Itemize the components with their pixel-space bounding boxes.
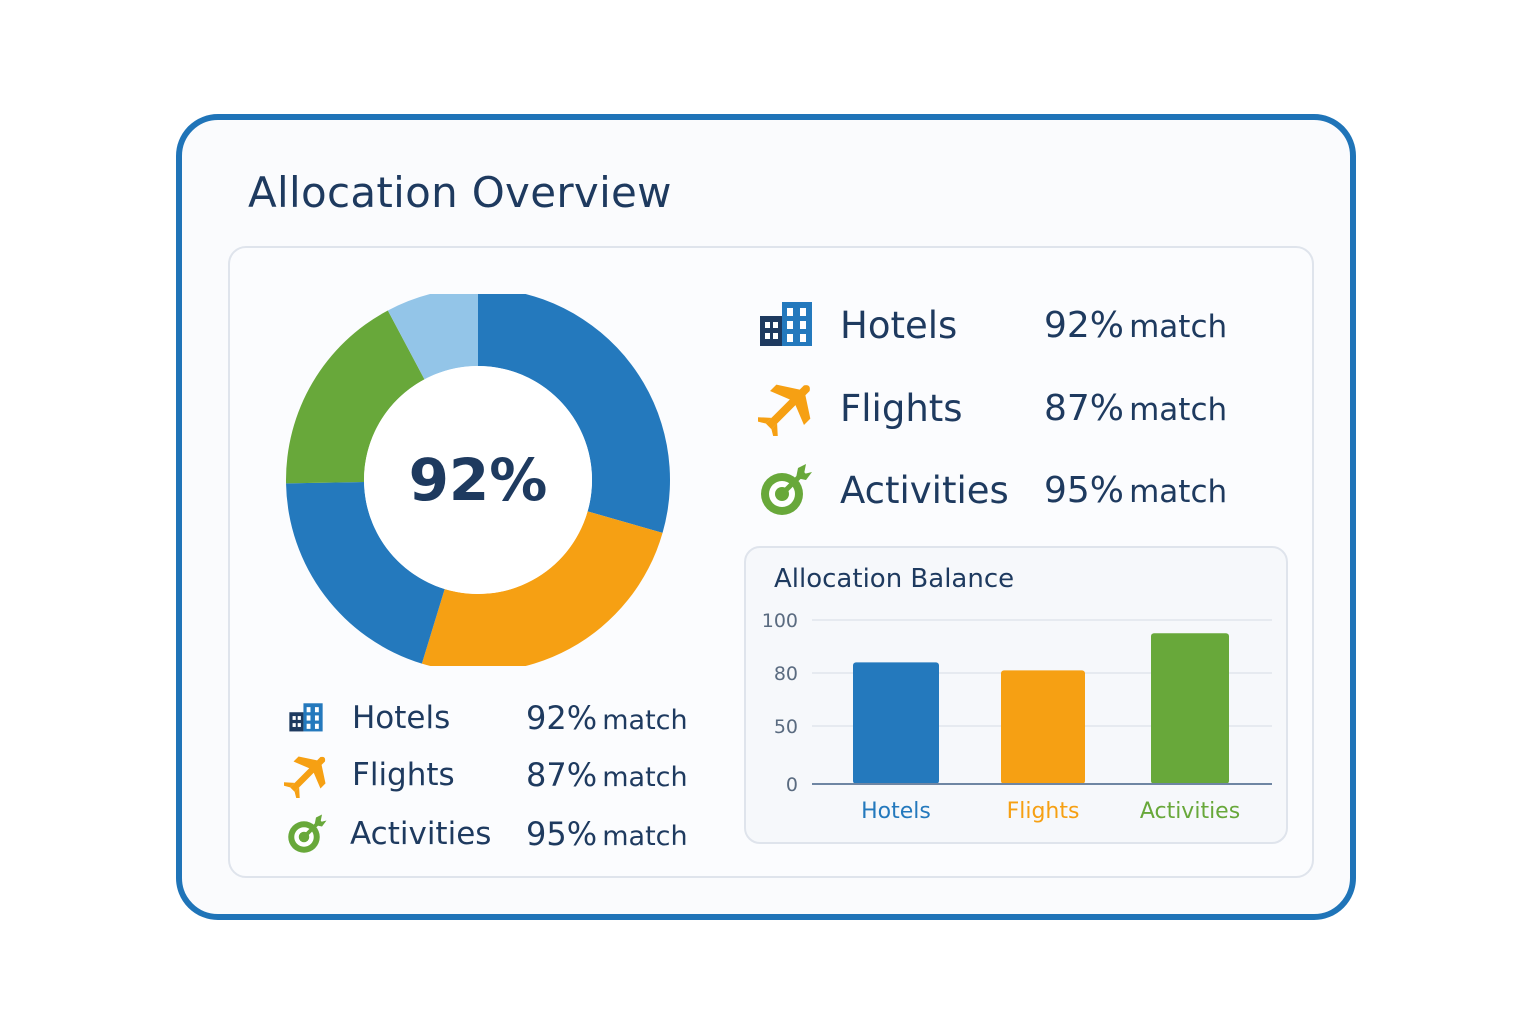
building-icon — [760, 302, 812, 346]
allocation-balance-chart: Allocation Balance 0 50 80 100 Hotels Flights… — [744, 546, 1288, 844]
building-icon — [289, 703, 323, 732]
airplane-icon — [284, 756, 326, 798]
legend-label: Activities — [840, 468, 1009, 512]
airplane-icon — [758, 384, 811, 436]
page-title: Allocation Overview — [248, 168, 672, 217]
donut-segment — [478, 294, 670, 533]
overview-panel: 92% Hotels 92% match Fli — [228, 246, 1314, 878]
donut-hole — [364, 366, 592, 594]
legend-value: 95% match — [526, 815, 688, 853]
legend-label: Activities — [350, 816, 492, 852]
donut-svg — [286, 294, 670, 666]
legend-row-flights: Flights 87% match — [758, 380, 1227, 436]
donut-chart: 92% — [284, 294, 672, 666]
donut-segment — [286, 481, 445, 664]
legend-row-hotels: Hotels 92% match — [758, 300, 1227, 350]
y-tick-label: 0 — [786, 774, 798, 796]
legend-value: 95% match — [1044, 469, 1228, 511]
legend-label: Flights — [352, 757, 455, 793]
legend-label: Hotels — [840, 303, 958, 347]
bar-flights — [1001, 670, 1085, 784]
legend-value: 87% match — [526, 756, 688, 794]
legend-row-hotels: Hotels 92% match — [288, 698, 688, 738]
legend-row-activities: Activities 95% match — [286, 812, 688, 856]
donut-segment — [421, 511, 663, 666]
x-tick-label: Hotels — [861, 799, 931, 824]
legend-value: 92% match — [526, 699, 688, 737]
y-tick-label: 100 — [762, 610, 798, 632]
legend-row-flights: Flights 87% match — [284, 752, 688, 798]
chart-title: Allocation Balance — [774, 564, 1015, 594]
bar-chart-svg: 0 50 80 100 Hotels Flights Activities — [762, 610, 1272, 824]
x-tick-label: Activities — [1140, 799, 1240, 824]
donut-segment — [387, 294, 478, 380]
y-tick-label: 80 — [774, 663, 798, 685]
donut-segment — [286, 310, 425, 484]
bar-activities — [1151, 633, 1229, 784]
y-tick-label: 50 — [774, 716, 798, 738]
legend-value: 87% match — [1044, 387, 1228, 429]
legend-value: 92% match — [1044, 304, 1228, 346]
legend-label: Flights — [840, 386, 963, 430]
legend-row-activities: Activities 95% match — [758, 462, 1227, 518]
bar-hotels — [853, 662, 939, 784]
x-tick-label: Flights — [1007, 799, 1080, 824]
legend-label: Hotels — [352, 700, 451, 736]
target-icon — [288, 814, 327, 853]
target-icon — [761, 464, 812, 515]
allocation-overview-card: Allocation Overview 92% Hotels 92% match — [176, 114, 1356, 920]
